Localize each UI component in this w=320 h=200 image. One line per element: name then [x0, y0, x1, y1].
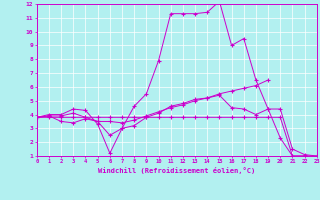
X-axis label: Windchill (Refroidissement éolien,°C): Windchill (Refroidissement éolien,°C) [98, 167, 255, 174]
